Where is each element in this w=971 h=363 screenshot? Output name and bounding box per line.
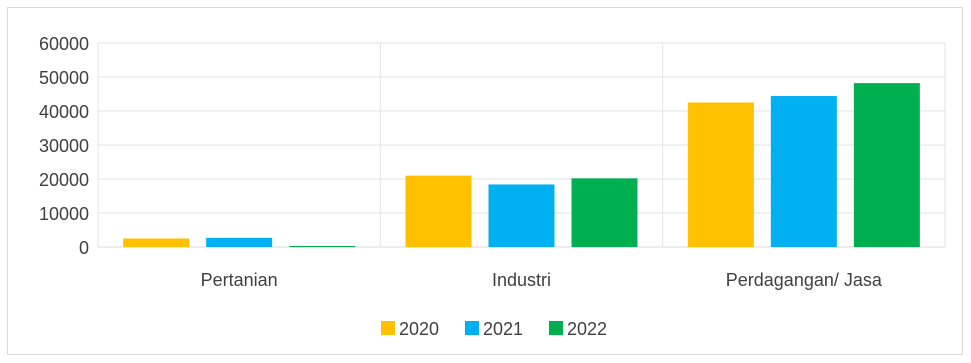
bar-2021-3 xyxy=(770,96,837,247)
y-tick-label: 60000 xyxy=(39,34,89,54)
bar-2021-2 xyxy=(488,184,555,247)
y-tick-label: 10000 xyxy=(39,204,89,224)
legend-swatch-2020 xyxy=(381,321,395,335)
legend-label-2020: 2020 xyxy=(399,319,439,339)
legend-label-2021: 2021 xyxy=(483,319,523,339)
bar-2021-1 xyxy=(206,237,273,247)
x-tick-label: Pertanian xyxy=(201,270,278,290)
bar-2022-3 xyxy=(853,83,920,248)
y-tick-label: 30000 xyxy=(39,136,89,156)
legend-swatch-2022 xyxy=(549,321,563,335)
x-tick-label: Industri xyxy=(492,270,551,290)
y-tick-label: 50000 xyxy=(39,68,89,88)
bars-layer xyxy=(123,83,920,248)
bar-2020-2 xyxy=(405,175,472,247)
y-tick-label: 0 xyxy=(79,238,89,258)
axis-layer: 0 10000 20000 30000 40000 50000 60000 Pertanian… xyxy=(39,34,883,290)
y-tick-label: 20000 xyxy=(39,170,89,190)
bar-2022-1 xyxy=(289,245,356,247)
bar-2022-2 xyxy=(571,178,638,247)
y-tick-label: 40000 xyxy=(39,102,89,122)
bar-2020-1 xyxy=(123,238,190,247)
bar-2020-3 xyxy=(687,102,754,247)
legend-label-2022: 2022 xyxy=(567,319,607,339)
legend: 2020 2021 2022 xyxy=(381,319,607,339)
legend-swatch-2021 xyxy=(465,321,479,335)
x-tick-label: Perdagangan/ Jasa xyxy=(726,270,883,290)
